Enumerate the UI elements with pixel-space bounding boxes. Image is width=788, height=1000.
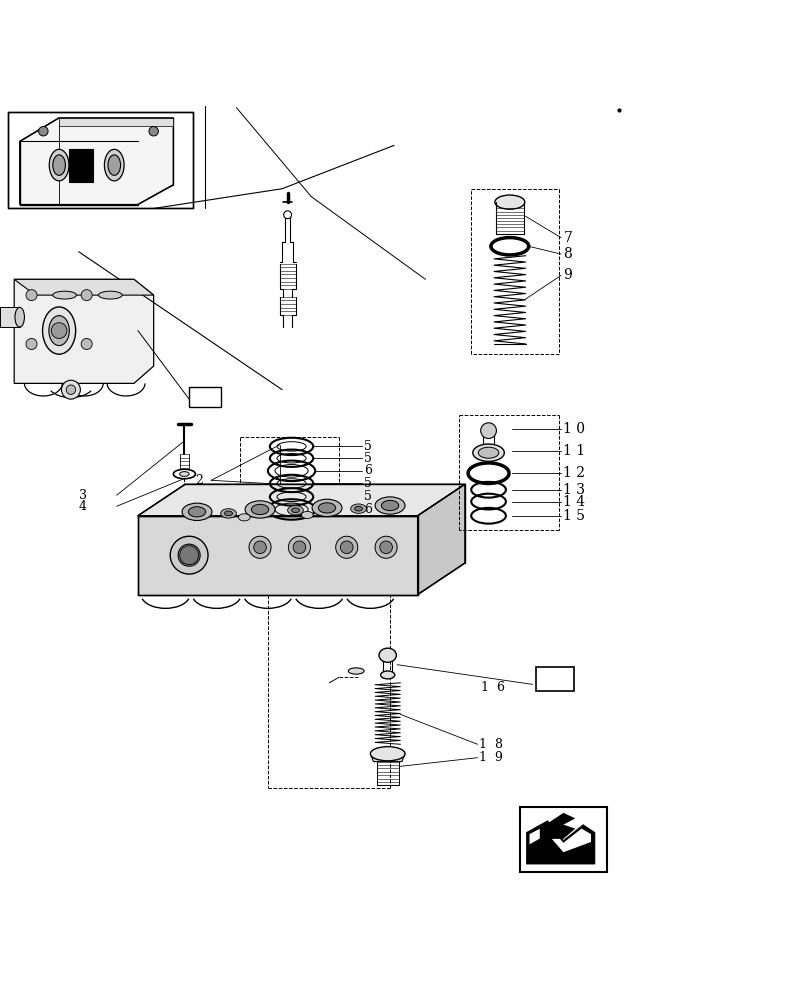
Bar bbox=[536, 667, 574, 691]
Text: 1 1: 1 1 bbox=[563, 444, 585, 458]
Ellipse shape bbox=[254, 541, 266, 554]
Circle shape bbox=[61, 380, 80, 399]
Ellipse shape bbox=[98, 291, 122, 299]
Ellipse shape bbox=[381, 671, 395, 679]
Ellipse shape bbox=[351, 504, 366, 513]
Text: 3: 3 bbox=[79, 489, 87, 502]
Ellipse shape bbox=[375, 497, 405, 514]
Polygon shape bbox=[526, 821, 595, 864]
Text: 5: 5 bbox=[364, 477, 372, 490]
Ellipse shape bbox=[180, 472, 189, 476]
Ellipse shape bbox=[43, 307, 76, 354]
Ellipse shape bbox=[292, 508, 299, 513]
Ellipse shape bbox=[312, 499, 342, 517]
Polygon shape bbox=[20, 118, 173, 205]
Ellipse shape bbox=[495, 195, 525, 209]
Polygon shape bbox=[14, 279, 154, 295]
Ellipse shape bbox=[245, 501, 275, 518]
Polygon shape bbox=[370, 754, 405, 762]
Polygon shape bbox=[138, 516, 418, 595]
Circle shape bbox=[180, 546, 199, 565]
Text: 1  7: 1 7 bbox=[543, 672, 567, 685]
Ellipse shape bbox=[178, 544, 200, 566]
Circle shape bbox=[81, 290, 92, 301]
Ellipse shape bbox=[53, 155, 65, 175]
Text: 5: 5 bbox=[364, 440, 372, 453]
Ellipse shape bbox=[288, 536, 310, 558]
Ellipse shape bbox=[379, 648, 396, 662]
Circle shape bbox=[66, 385, 76, 394]
Text: 1 5: 1 5 bbox=[563, 509, 585, 523]
Text: 1 4: 1 4 bbox=[563, 495, 585, 509]
Text: 7: 7 bbox=[563, 231, 572, 245]
Ellipse shape bbox=[340, 541, 353, 554]
Ellipse shape bbox=[318, 503, 336, 513]
Text: 4: 4 bbox=[79, 500, 87, 513]
Bar bbox=[8, 112, 193, 208]
Ellipse shape bbox=[370, 747, 405, 761]
Text: 8: 8 bbox=[563, 247, 572, 261]
Ellipse shape bbox=[249, 536, 271, 558]
Circle shape bbox=[149, 126, 158, 136]
Text: 9: 9 bbox=[563, 268, 572, 282]
Ellipse shape bbox=[182, 503, 212, 520]
Text: 1: 1 bbox=[200, 390, 210, 404]
Ellipse shape bbox=[478, 447, 499, 458]
Polygon shape bbox=[418, 484, 465, 595]
Polygon shape bbox=[530, 825, 591, 852]
Ellipse shape bbox=[53, 291, 76, 299]
Ellipse shape bbox=[336, 536, 358, 558]
Text: 2: 2 bbox=[195, 474, 203, 487]
Ellipse shape bbox=[49, 149, 69, 181]
Ellipse shape bbox=[188, 507, 206, 517]
Text: 1 3: 1 3 bbox=[563, 483, 585, 497]
Polygon shape bbox=[540, 813, 575, 839]
Text: 1  8: 1 8 bbox=[479, 738, 503, 751]
Ellipse shape bbox=[381, 500, 399, 511]
Bar bbox=[69, 149, 93, 182]
Ellipse shape bbox=[293, 541, 306, 554]
Circle shape bbox=[81, 338, 92, 349]
Polygon shape bbox=[59, 118, 173, 126]
Ellipse shape bbox=[473, 444, 504, 461]
Text: 6: 6 bbox=[364, 503, 372, 516]
Circle shape bbox=[39, 126, 48, 136]
Ellipse shape bbox=[355, 506, 362, 511]
Ellipse shape bbox=[288, 506, 303, 515]
Circle shape bbox=[51, 323, 67, 338]
Ellipse shape bbox=[15, 307, 24, 327]
Text: 6: 6 bbox=[364, 464, 372, 477]
Polygon shape bbox=[0, 307, 20, 327]
Ellipse shape bbox=[108, 155, 121, 175]
Text: 1  9: 1 9 bbox=[479, 751, 503, 764]
Text: 1  6: 1 6 bbox=[481, 681, 504, 694]
Ellipse shape bbox=[375, 536, 397, 558]
Ellipse shape bbox=[238, 514, 250, 521]
Text: 5: 5 bbox=[364, 490, 372, 503]
Ellipse shape bbox=[49, 316, 69, 346]
Bar bbox=[520, 807, 607, 872]
Ellipse shape bbox=[170, 536, 208, 574]
Circle shape bbox=[26, 338, 37, 349]
Ellipse shape bbox=[104, 149, 125, 181]
Bar bbox=[189, 387, 221, 407]
Circle shape bbox=[481, 423, 496, 439]
Text: 5: 5 bbox=[364, 452, 372, 465]
Circle shape bbox=[26, 290, 37, 301]
Ellipse shape bbox=[348, 668, 364, 674]
Text: 1 2: 1 2 bbox=[563, 466, 585, 480]
Ellipse shape bbox=[173, 469, 195, 479]
Ellipse shape bbox=[380, 541, 392, 554]
Polygon shape bbox=[14, 279, 154, 383]
Ellipse shape bbox=[225, 511, 232, 516]
Ellipse shape bbox=[251, 504, 269, 515]
Circle shape bbox=[284, 211, 292, 219]
Ellipse shape bbox=[301, 511, 313, 519]
Ellipse shape bbox=[221, 509, 236, 518]
Polygon shape bbox=[138, 484, 465, 516]
Text: 1 0: 1 0 bbox=[563, 422, 585, 436]
